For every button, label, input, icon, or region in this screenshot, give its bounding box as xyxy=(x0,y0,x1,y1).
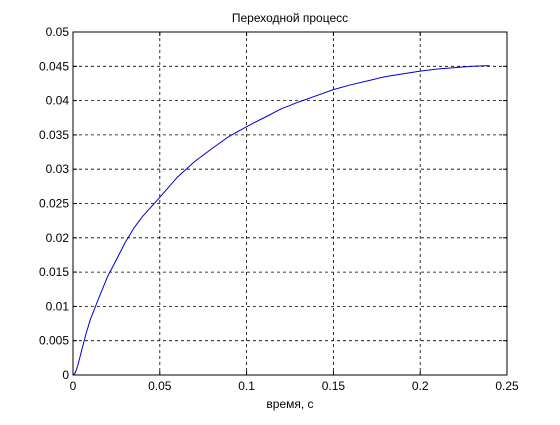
chart-title: Переходной процесс xyxy=(232,11,348,25)
x-tick-label: 0.1 xyxy=(238,379,255,393)
x-tick-label: 0.2 xyxy=(412,379,429,393)
y-tick-label: 0.035 xyxy=(39,128,69,142)
y-tick-label: 0.025 xyxy=(39,197,69,211)
grid xyxy=(73,32,507,375)
y-tick-label: 0.005 xyxy=(39,334,69,348)
y-tick-label: 0 xyxy=(62,368,69,382)
y-tick-label: 0.015 xyxy=(39,265,69,279)
x-tick-label: 0.25 xyxy=(495,379,519,393)
x-tick-label: 0.05 xyxy=(148,379,172,393)
y-tick-label: 0.05 xyxy=(46,25,70,39)
y-tick-label: 0.03 xyxy=(46,162,70,176)
y-tick-label: 0.01 xyxy=(46,299,70,313)
y-tick-label: 0.045 xyxy=(39,59,69,73)
y-tick-label: 0.02 xyxy=(46,231,70,245)
x-tick-label: 0.15 xyxy=(322,379,346,393)
x-tick-label: 0 xyxy=(70,379,77,393)
y-axis-tick-labels: 0 0.005 0.01 0.015 0.02 0.025 0.03 0.035 0.04 0.0… xyxy=(39,25,69,382)
x-axis-tick-labels: 0 0.05 0.1 0.15 0.2 0.25 xyxy=(70,379,519,393)
series-layer xyxy=(72,65,490,376)
axis-ticks xyxy=(72,31,508,376)
y-tick-label: 0.04 xyxy=(46,94,70,108)
x-axis-label: время, с xyxy=(266,397,313,411)
series-line xyxy=(72,65,490,376)
